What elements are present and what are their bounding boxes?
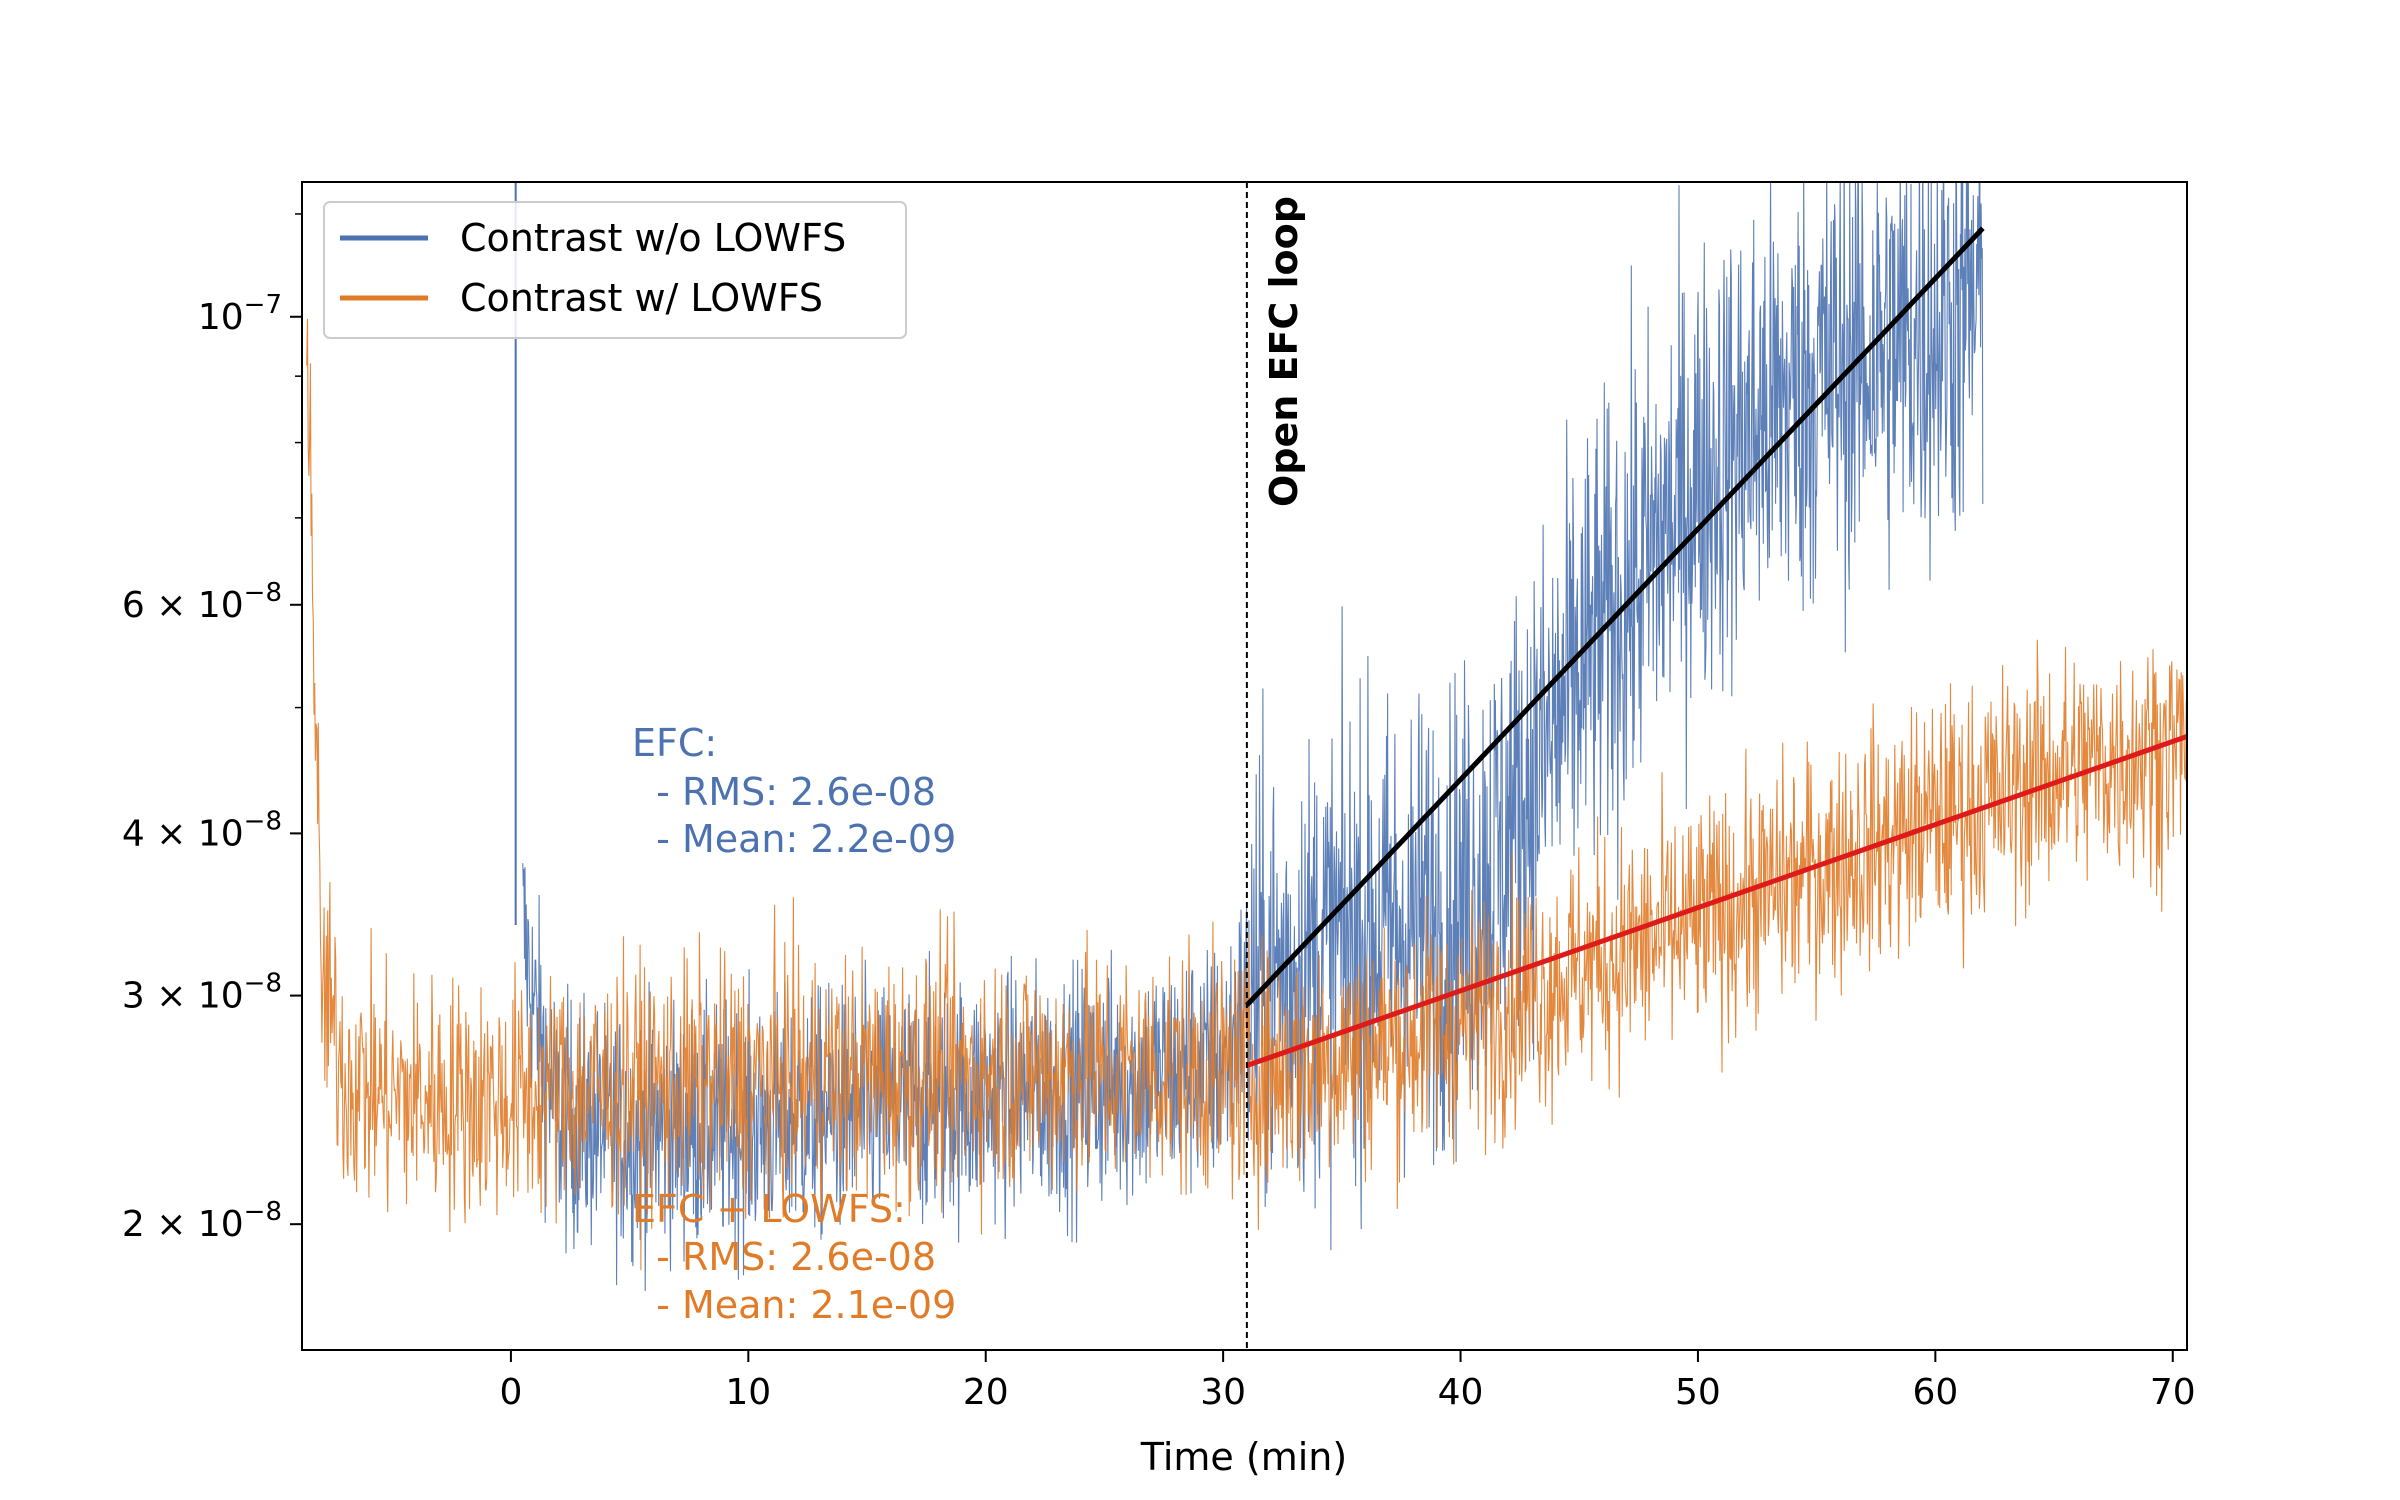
fit-with-lowfs: [1246, 734, 2187, 1068]
efc-annotation-line: - Mean: 2.2e-09: [632, 817, 956, 861]
efc-annotation-line: - RMS: 2.6e-08: [632, 770, 936, 814]
x-axis: 0 10 20 30 40 50 60 70: [499, 1350, 2196, 1413]
y-axis-minor-ticks: [295, 213, 302, 1225]
open-efc-loop-label: Open EFC loop: [1262, 196, 1306, 507]
x-tick-label: 30: [1200, 1372, 1246, 1413]
fit-without-lowfs: [1245, 226, 1985, 1007]
legend-box: [323, 201, 907, 339]
x-tick-label: 0: [499, 1372, 522, 1413]
efc-annotation: EFC: - RMS: 2.6e-08 - Mean: 2.2e-09: [632, 721, 956, 861]
y-tick-label: 2 × 10−8: [122, 1197, 282, 1245]
y-tick-label: 10−7: [198, 290, 282, 338]
x-tick-label: 70: [2150, 1372, 2196, 1413]
legend-label-without-lowfs: Contrast w/o LOWFS: [460, 216, 846, 260]
y-axis: 10−7 6 × 10−8 4 × 10−8 3 × 10−8 2 × 10−8: [122, 290, 302, 1245]
x-tick-label: 50: [1675, 1372, 1721, 1413]
series-line-with-lowfs: [306, 318, 2187, 1271]
efc-annotation-line: EFC:: [632, 721, 717, 765]
x-tick-label: 10: [725, 1372, 771, 1413]
legend: Contrast w/o LOWFS Contrast w/ LOWFS: [323, 201, 907, 339]
y-tick-label: 3 × 10−8: [122, 969, 282, 1017]
y-tick-label: 6 × 10−8: [122, 578, 282, 626]
efc-lowfs-annotation-line: - RMS: 2.6e-08: [632, 1235, 936, 1279]
efc-lowfs-annotation-line: - Mean: 2.1e-09: [632, 1283, 956, 1327]
x-tick-label: 20: [963, 1372, 1009, 1413]
legend-label-with-lowfs: Contrast w/ LOWFS: [460, 276, 823, 320]
x-axis-title: Time (min): [1140, 1435, 1347, 1479]
efc-lowfs-annotation-line: EFC + LOWFS:: [632, 1187, 906, 1231]
y-tick-label: 4 × 10−8: [122, 806, 282, 854]
x-tick-label: 40: [1438, 1372, 1484, 1413]
efc-lowfs-annotation: EFC + LOWFS: - RMS: 2.6e-08 - Mean: 2.1e…: [632, 1187, 956, 1327]
x-tick-label: 60: [1912, 1372, 1958, 1413]
plot-frame: [301, 181, 2188, 1351]
